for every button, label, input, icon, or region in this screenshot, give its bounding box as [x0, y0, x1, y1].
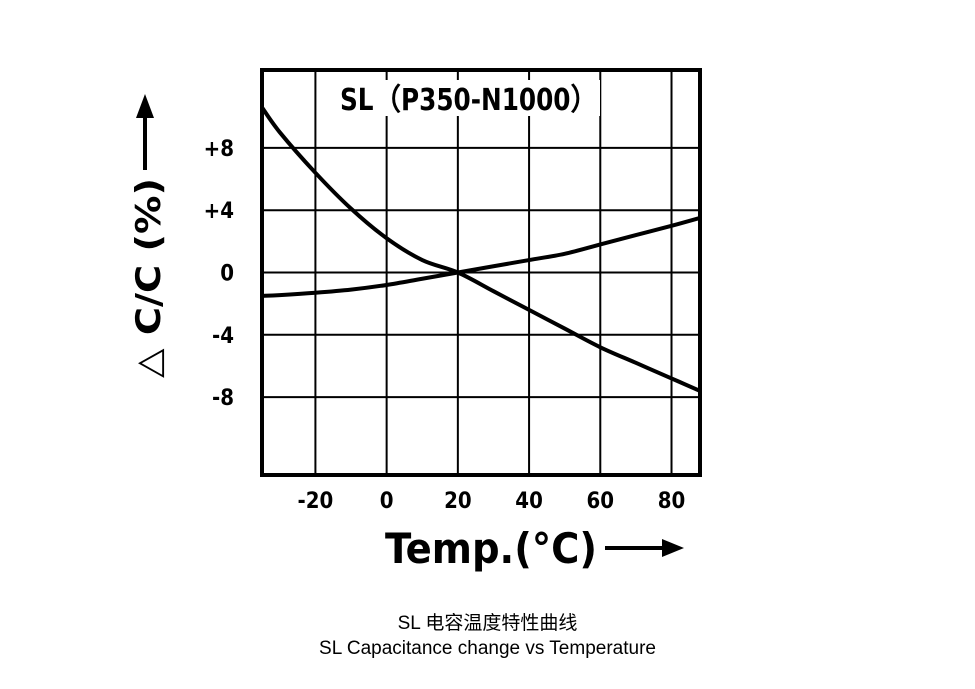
caption-chinese: SL 电容温度特性曲线: [397, 613, 578, 634]
caption-english: SL Capacitance change vs Temperature: [319, 638, 656, 659]
x-tick-labels: -20 0 20 40 60 80: [298, 489, 686, 514]
y-tick-label: 0: [220, 262, 234, 287]
x-tick-label: 80: [658, 489, 686, 514]
chart-title: SL（P350-N1000）: [340, 83, 598, 118]
x-tick-label: 20: [444, 489, 472, 514]
x-axis-label: Temp.(°C): [385, 524, 597, 573]
x-tick-label: 40: [515, 489, 543, 514]
y-axis-label: △ C/C (%): [129, 178, 169, 378]
series-line-2: [262, 216, 700, 298]
title-backdrop: [330, 80, 600, 116]
x-axis-arrow-icon: [605, 539, 684, 557]
plot-frame: [260, 68, 702, 477]
capacitance-chart: SL（P350-N1000） -20 0 20 40 60 80 +8 +4 0 -4 -8 Te…: [129, 68, 702, 573]
y-axis-arrow-icon: [136, 94, 154, 170]
y-tick-label: +8: [204, 137, 234, 162]
y-tick-label: -8: [212, 386, 234, 411]
series-line-1: [262, 106, 700, 393]
y-tick-label: -4: [212, 324, 234, 349]
x-tick-label: 60: [587, 489, 615, 514]
x-tick-label: 0: [380, 489, 394, 514]
chart-grid: [262, 70, 700, 475]
x-tick-label: -20: [298, 489, 334, 514]
y-tick-label: +4: [204, 199, 234, 224]
y-tick-labels: +8 +4 0 -4 -8: [204, 137, 234, 411]
chart-curves: [262, 106, 700, 393]
